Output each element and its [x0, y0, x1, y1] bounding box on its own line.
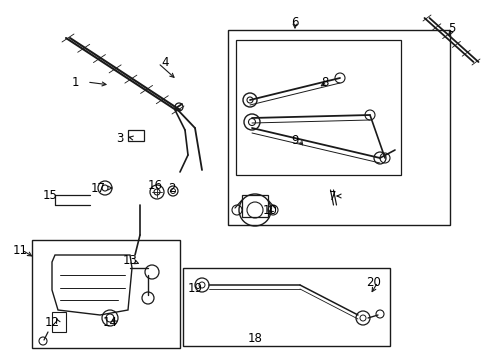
Text: 2: 2 [168, 181, 175, 194]
Text: 12: 12 [44, 315, 60, 328]
Text: 1: 1 [71, 76, 79, 89]
Text: 5: 5 [447, 22, 455, 35]
Text: 10: 10 [262, 203, 277, 216]
Text: 13: 13 [122, 253, 137, 266]
Text: 18: 18 [247, 332, 262, 345]
Text: 19: 19 [187, 282, 202, 294]
Text: 8: 8 [321, 76, 328, 89]
Text: 20: 20 [366, 275, 381, 288]
Bar [32, 240, 180, 348]
Bar [128, 130, 143, 141]
Text: 16: 16 [147, 179, 162, 192]
Bar [242, 195, 267, 217]
Text: 11: 11 [13, 243, 27, 257]
Bar [227, 30, 449, 225]
Text: 9: 9 [291, 134, 298, 147]
Bar [52, 312, 66, 332]
Text: 14: 14 [102, 315, 117, 328]
Text: 7: 7 [328, 189, 336, 202]
Text: 15: 15 [42, 189, 57, 202]
Text: 6: 6 [291, 15, 298, 28]
Text: 17: 17 [90, 181, 105, 194]
Text: 4: 4 [161, 55, 168, 68]
Bar [183, 268, 389, 346]
Bar [236, 40, 400, 175]
Text: 3: 3 [116, 131, 123, 144]
